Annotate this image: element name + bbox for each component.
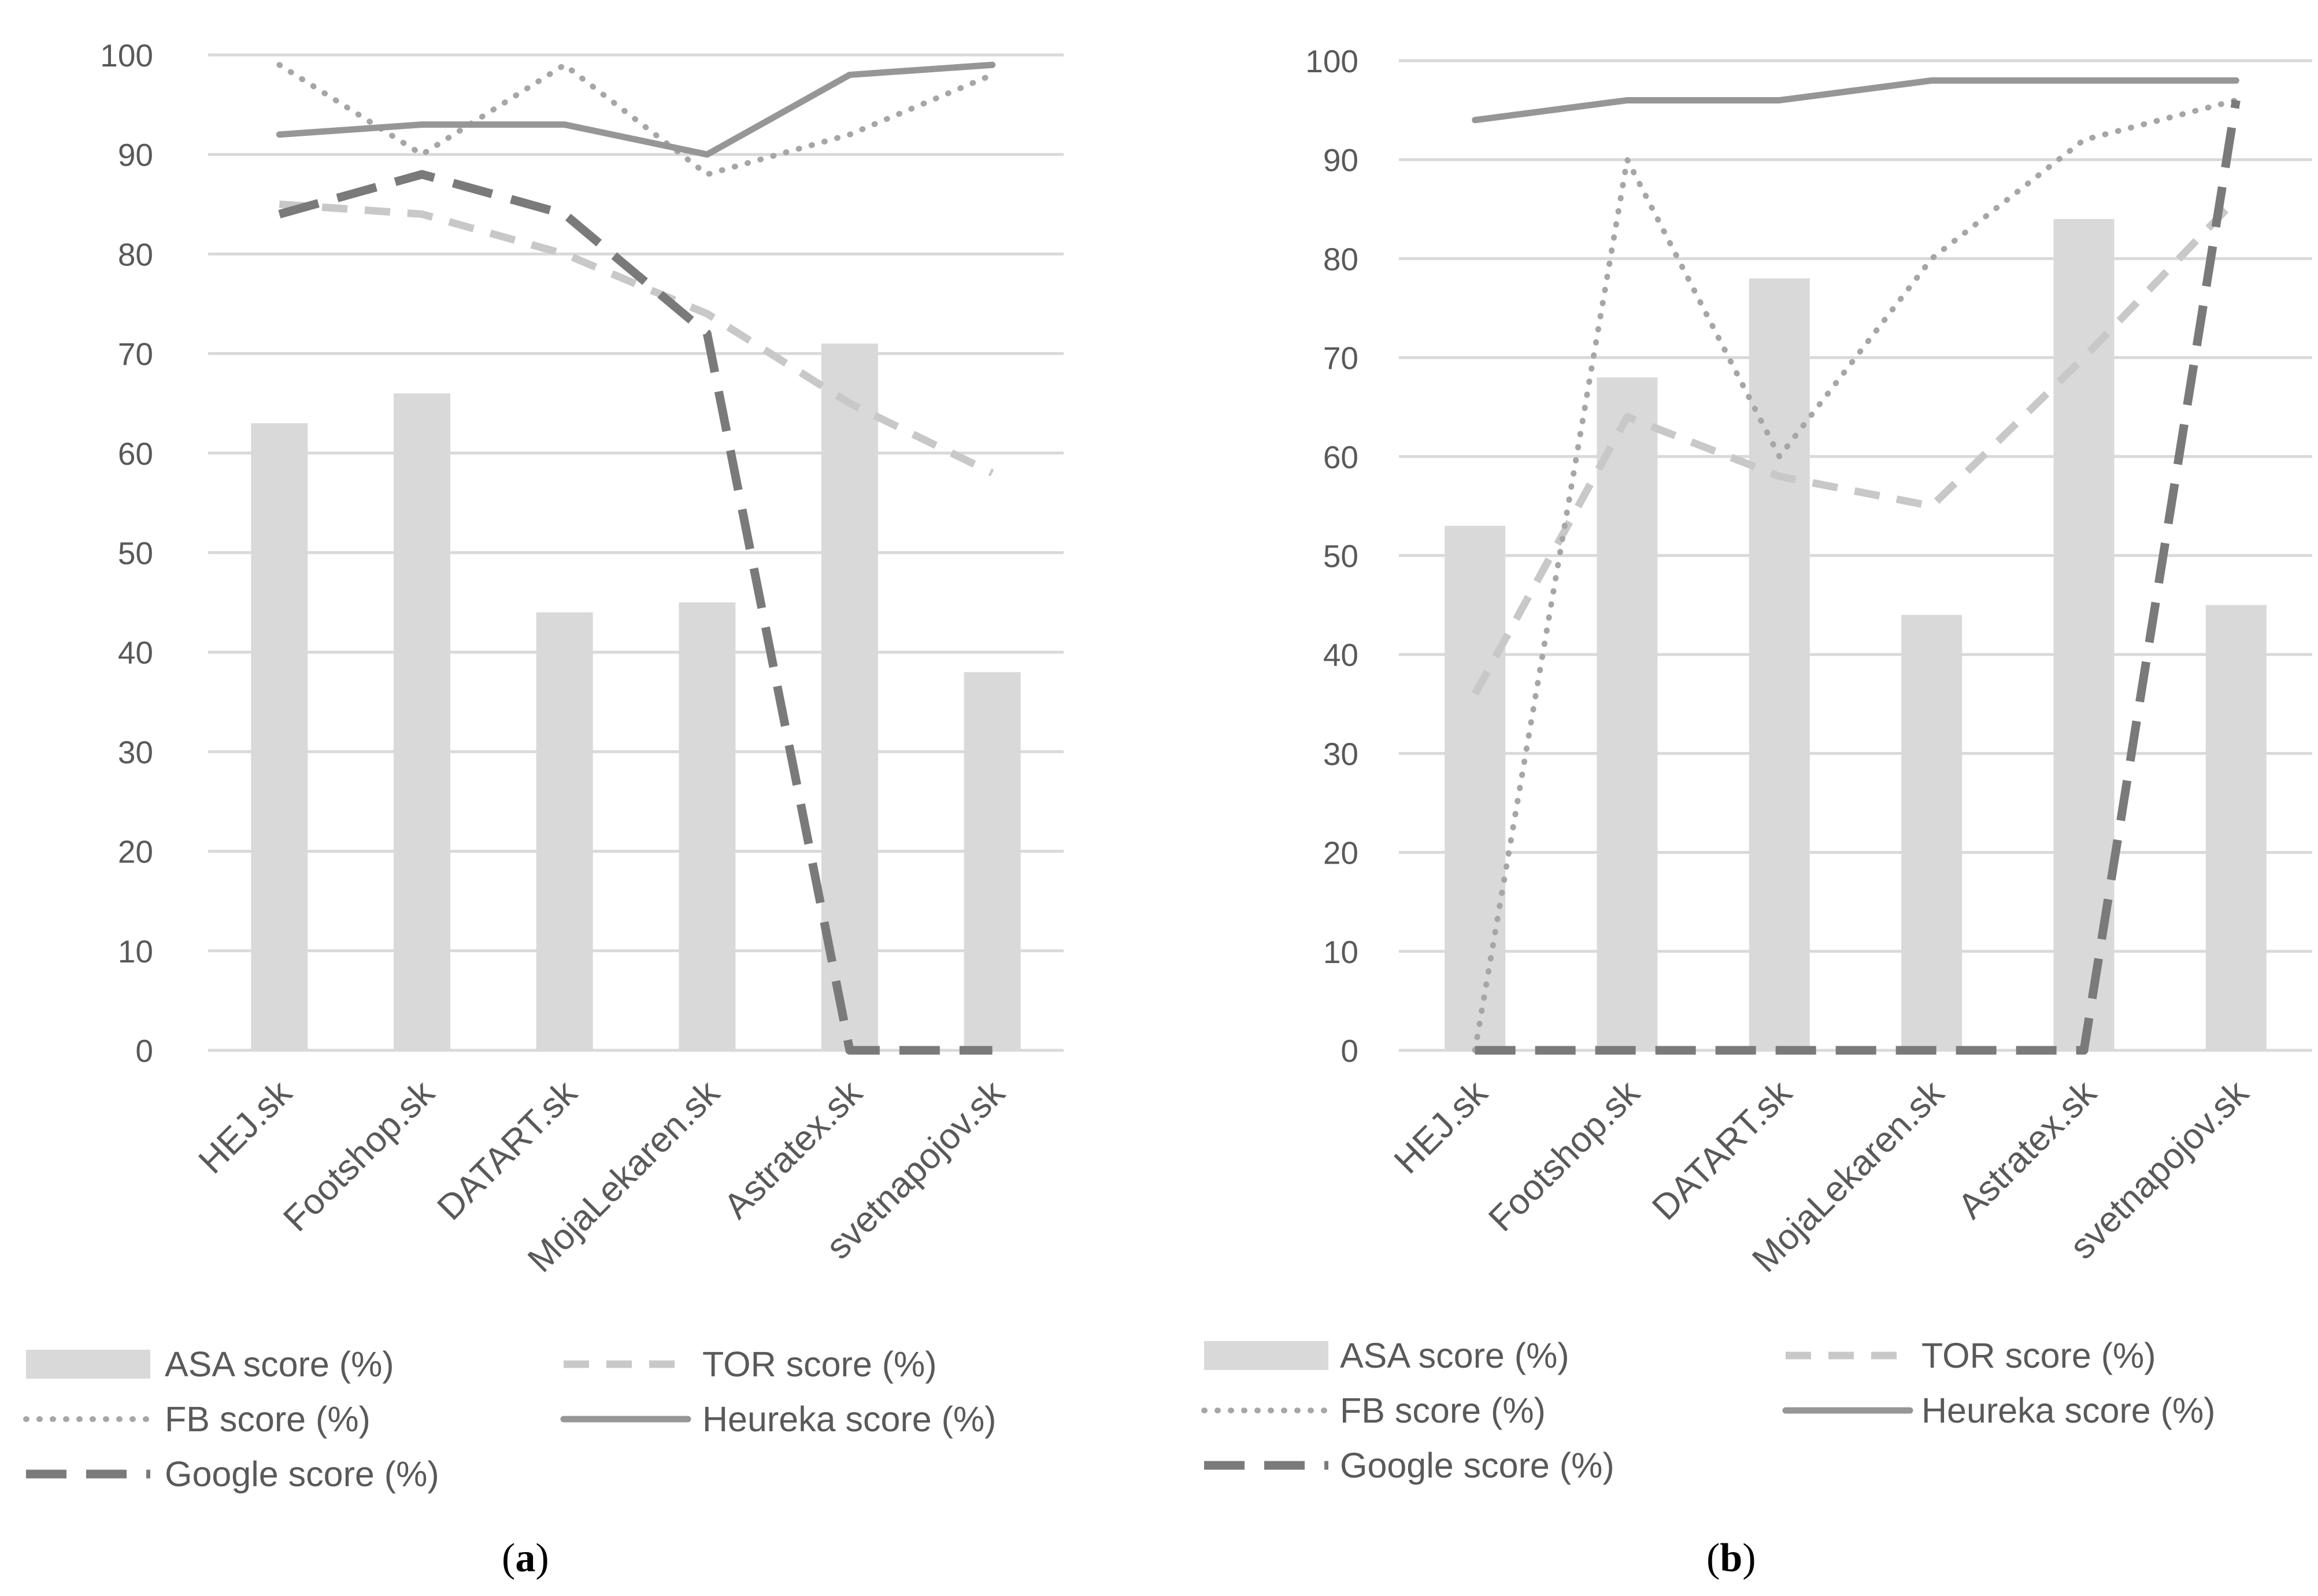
x-tick-label: Footshop.sk [1481, 1072, 1647, 1239]
panel-label-close: ) [1742, 1536, 1756, 1580]
bar-asa [679, 602, 736, 1050]
legend-label-fb: FB score (%) [1340, 1391, 1546, 1430]
y-tick-label: 80 [118, 236, 153, 272]
y-tick-label: 40 [1323, 637, 1358, 673]
y-tick-label: 60 [1323, 439, 1358, 475]
panel-label-close: ) [535, 1536, 549, 1580]
line-google [278, 170, 993, 1055]
x-tick-label: DATART.sk [1645, 1072, 1800, 1228]
bar-asa [1749, 278, 1810, 1050]
legend-label-tor: TOR score (%) [702, 1345, 937, 1384]
bar-asa [1901, 614, 1962, 1050]
legend-label-heureka: Heureka score (%) [702, 1399, 997, 1439]
bar-asa [394, 393, 450, 1050]
legend-label-google: Google score (%) [165, 1454, 439, 1494]
x-tick-label: Astratex.sk [716, 1072, 870, 1226]
chart-panel-a: 0 10 20 30 40 50 60 70 80 90 100 HEJ.skFootshop.skD… [23, 38, 1064, 1580]
x-tick-label: HEJ.sk [191, 1072, 300, 1181]
panel-label-letter: b [1720, 1536, 1742, 1580]
panel-label-open: ( [1706, 1536, 1720, 1580]
y-tick-label: 80 [1323, 241, 1358, 277]
y-tick-label: 70 [118, 336, 153, 372]
x-tick-label: Footshop.sk [276, 1072, 442, 1239]
y-tick-label: 20 [118, 834, 153, 870]
y-tick-label: 40 [118, 635, 153, 671]
panel-label-letter: a [515, 1536, 535, 1580]
y-tick-label: 0 [135, 1033, 153, 1069]
panel-label-open: ( [502, 1536, 515, 1580]
y-tick-label: 30 [118, 734, 153, 770]
line-fb [276, 62, 995, 177]
chart-panel-b: 0 10 20 30 40 50 60 70 80 90 100 HEJ.skFootshop.skD… [1201, 43, 2312, 1580]
bar-asa [964, 672, 1021, 1050]
y-tick-label: 100 [1305, 43, 1358, 79]
legend-label-tor: TOR score (%) [1921, 1336, 2156, 1375]
y-tick-label: 90 [118, 137, 153, 173]
bar-asa [1445, 525, 1506, 1050]
legend-label-heureka: Heureka score (%) [1921, 1391, 2216, 1430]
legend-swatch-asa [26, 1350, 150, 1379]
y-tick-label: 70 [1323, 340, 1358, 376]
y-tick-label: 20 [1323, 835, 1358, 871]
legend-swatch-asa [1204, 1341, 1328, 1370]
line-tor [1471, 197, 2239, 696]
legend-label-asa: ASA score (%) [165, 1345, 394, 1384]
bar-asa [536, 612, 593, 1050]
y-tick-label: 60 [118, 436, 153, 472]
legend: ASA score (%) TOR score (%) FB score (%) He… [1201, 1336, 2216, 1485]
bar-asa [821, 343, 878, 1050]
line-google [1475, 99, 2241, 1055]
x-tick-label: DATART.sk [430, 1072, 586, 1228]
legend-label-google: Google score (%) [1340, 1446, 1615, 1485]
line-heureka [1472, 77, 2239, 124]
line-heureka [276, 61, 996, 158]
panel-label: (a) [502, 1536, 549, 1580]
y-tick-label: 100 [100, 38, 153, 73]
legend: ASA score (%) TOR score (%) FB score (%) He… [23, 1345, 997, 1494]
legend-label-fb: FB score (%) [165, 1399, 371, 1439]
bar-asa [2205, 605, 2267, 1050]
bar-asa [251, 423, 308, 1050]
panel-label: (b) [1706, 1536, 1756, 1580]
y-tick-label: 30 [1323, 736, 1358, 772]
line-fb [1472, 97, 2239, 1053]
x-tick-label: Astratex.sk [1950, 1072, 2104, 1226]
y-tick-label: 10 [1323, 934, 1358, 970]
bar-asa [1597, 377, 1658, 1050]
line-tor [279, 200, 994, 477]
y-tick-label: 50 [118, 535, 153, 571]
y-tick-label: 0 [1341, 1033, 1358, 1069]
y-tick-label: 50 [1323, 538, 1358, 574]
y-tick-label: 90 [1323, 142, 1358, 178]
y-tick-label: 10 [118, 934, 153, 969]
legend-label-asa: ASA score (%) [1340, 1336, 1569, 1375]
x-tick-label: HEJ.sk [1387, 1072, 1495, 1181]
